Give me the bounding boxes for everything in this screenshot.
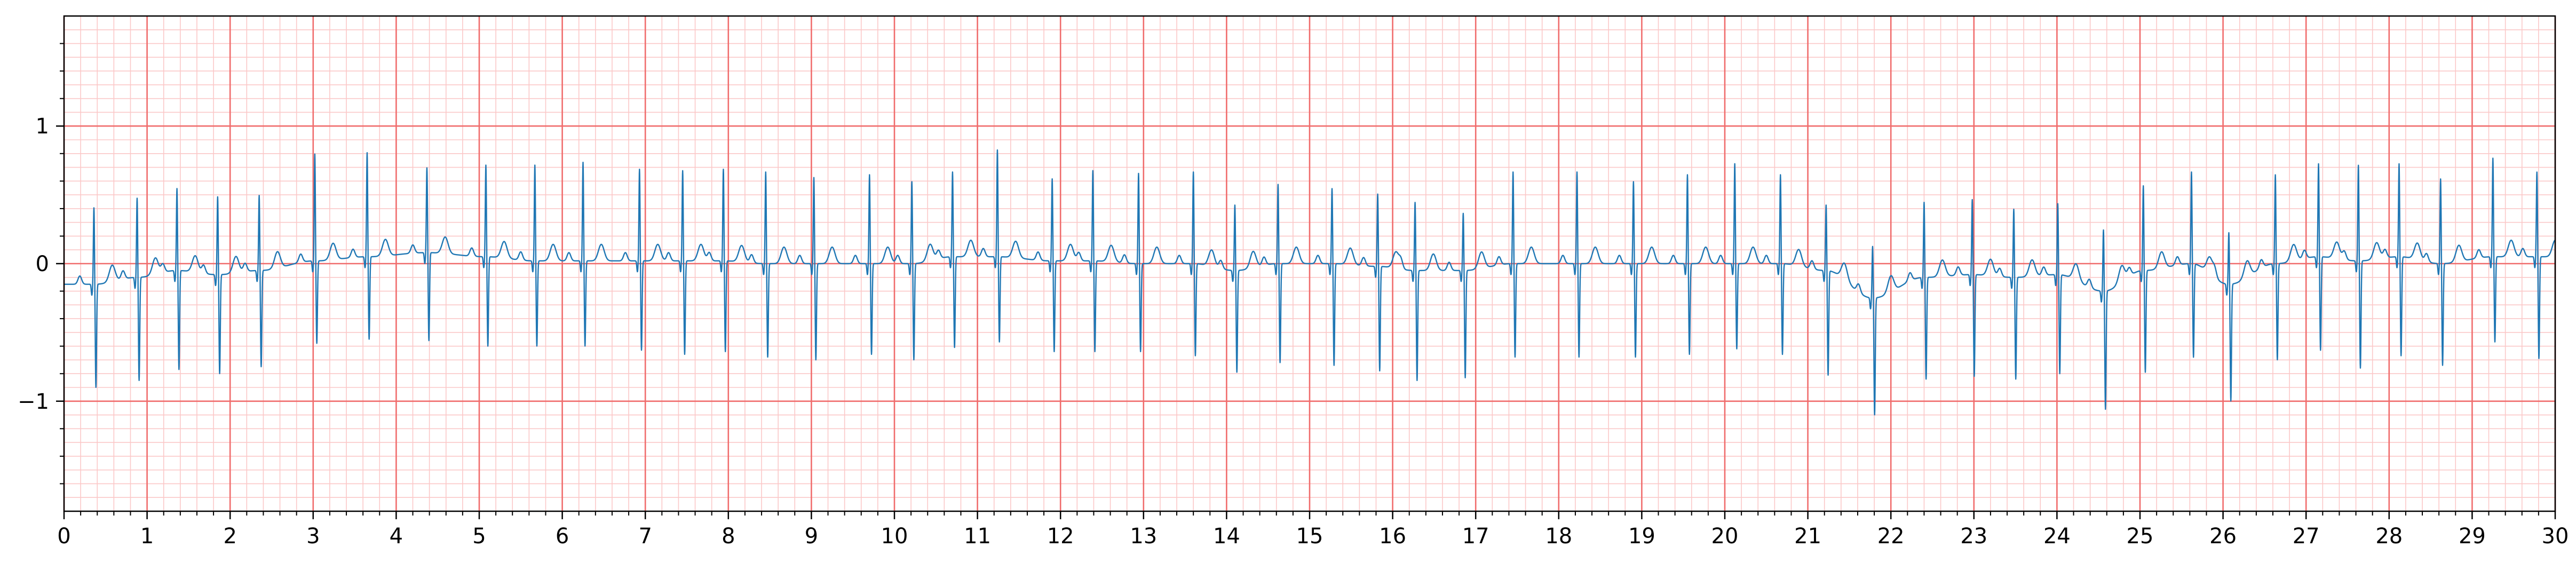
y-axis: 1 0 −1 [18, 43, 64, 485]
x-tick-label: 14 [1213, 524, 1240, 549]
y-tick-label: 1 [36, 114, 49, 139]
x-tick-label: 1 [140, 524, 154, 549]
x-tick-label: 7 [638, 524, 652, 549]
x-tick-label: 16 [1379, 524, 1406, 549]
x-tick-label: 10 [881, 524, 908, 549]
x-tick-label: 30 [2542, 524, 2569, 549]
x-tick-label: 8 [722, 524, 735, 549]
x-tick-label: 24 [2043, 524, 2071, 549]
plot-area [63, 15, 2556, 512]
x-tick-label: 29 [2459, 524, 2486, 549]
x-tick-label: 15 [1296, 524, 1323, 549]
x-tick-label: 20 [1711, 524, 1739, 549]
x-tick-label: 21 [1794, 524, 1821, 549]
x-tick-label: 3 [306, 524, 320, 549]
x-tick-label: 11 [964, 524, 991, 549]
x-tick-label: 27 [2293, 524, 2320, 549]
x-tick-label: 5 [472, 524, 486, 549]
x-tick-label: 4 [390, 524, 403, 549]
x-tick-label: 12 [1047, 524, 1074, 549]
x-tick-label: 13 [1130, 524, 1157, 549]
x-tick-label: 9 [805, 524, 818, 549]
x-tick-label: 19 [1628, 524, 1655, 549]
x-tick-label: 25 [2127, 524, 2154, 549]
x-tick-label: 22 [1877, 524, 1905, 549]
ecg-trace-line [64, 149, 2556, 416]
x-tick-label: 23 [1960, 524, 1987, 549]
y-tick-label: −1 [18, 390, 49, 414]
x-tick-label: 28 [2375, 524, 2403, 549]
x-tick-label: 17 [1462, 524, 1489, 549]
x-axis: 0 1 2 3 4 5 6 7 8 9 10 11 12 13 14 15 16 17 18 19 20 21 22 23 24… [57, 511, 2569, 549]
x-tick-label: 2 [223, 524, 236, 549]
x-tick-label: 6 [556, 524, 569, 549]
y-tick-label: 0 [36, 252, 49, 276]
x-tick-label: 0 [57, 524, 70, 549]
x-tick-label: 18 [1545, 524, 1572, 549]
x-tick-label: 26 [2209, 524, 2237, 549]
